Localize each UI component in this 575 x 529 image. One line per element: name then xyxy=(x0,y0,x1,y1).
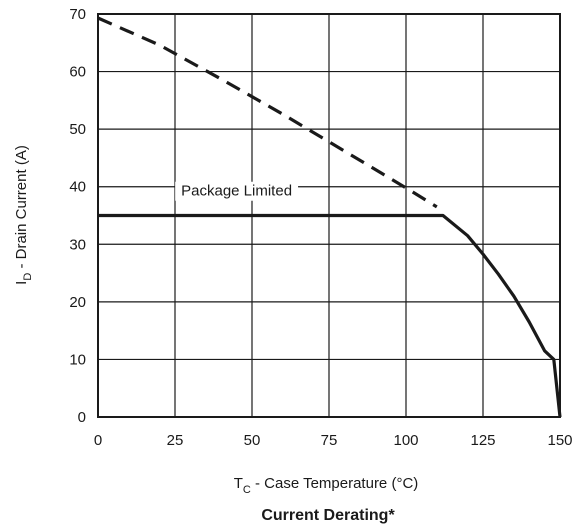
solid-derating-line xyxy=(98,213,562,418)
annotation-label: Package Limited xyxy=(181,183,292,200)
grid-lines xyxy=(98,14,560,417)
y-tick-label: 10 xyxy=(69,351,86,368)
plot-frame xyxy=(97,13,561,418)
x-tick-label: 0 xyxy=(94,432,102,449)
x-tick-label: 150 xyxy=(547,432,572,449)
chart-title: Current Derating* xyxy=(261,507,395,524)
x-axis-label: TC - Case Temperature (°C) xyxy=(234,475,419,496)
dashed-derating-line xyxy=(97,16,438,209)
tick-labels: 0 25 50 75 100 125 150 0 10 20 30 40 50 60 70 xyxy=(69,6,572,449)
x-tick-label: 125 xyxy=(470,432,495,449)
y-tick-label: 40 xyxy=(69,179,86,196)
y-axis-label: ID - Drain Current (A) xyxy=(13,145,34,285)
x-tick-label: 25 xyxy=(167,432,184,449)
x-tick-label: 50 xyxy=(244,432,261,449)
y-tick-label: 20 xyxy=(69,294,86,311)
x-tick-label: 100 xyxy=(393,432,418,449)
y-tick-label: 0 xyxy=(78,409,86,426)
series-layer xyxy=(97,16,562,418)
x-tick-label: 75 xyxy=(321,432,338,449)
y-tick-label: 60 xyxy=(69,64,86,81)
y-tick-label: 30 xyxy=(69,236,86,253)
annotation-background xyxy=(175,181,299,201)
y-tick-label: 50 xyxy=(69,121,86,138)
y-tick-label: 70 xyxy=(69,6,86,23)
annotations: Package Limited xyxy=(175,181,299,201)
